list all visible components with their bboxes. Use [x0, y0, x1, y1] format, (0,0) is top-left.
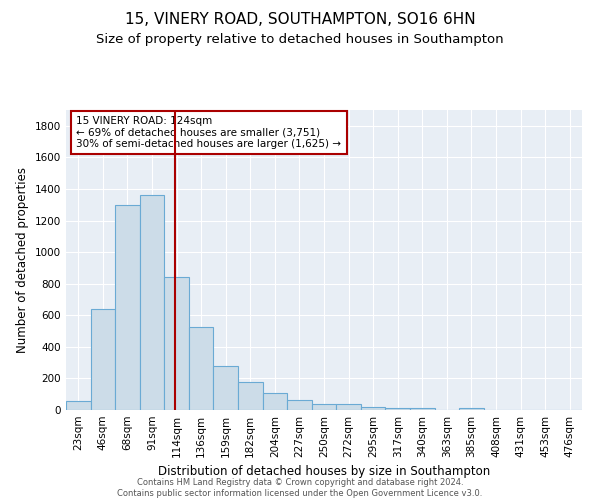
Bar: [263, 392, 287, 410]
Text: 15, VINERY ROAD, SOUTHAMPTON, SO16 6HN: 15, VINERY ROAD, SOUTHAMPTON, SO16 6HN: [125, 12, 475, 28]
Text: Size of property relative to detached houses in Southampton: Size of property relative to detached ho…: [96, 32, 504, 46]
Bar: [214, 366, 238, 410]
Bar: [336, 404, 361, 410]
Bar: [312, 404, 336, 410]
Text: Contains HM Land Registry data © Crown copyright and database right 2024.
Contai: Contains HM Land Registry data © Crown c…: [118, 478, 482, 498]
Bar: [287, 400, 312, 410]
Bar: [385, 408, 410, 410]
Bar: [140, 196, 164, 410]
Bar: [361, 406, 385, 410]
Text: 15 VINERY ROAD: 124sqm
← 69% of detached houses are smaller (3,751)
30% of semi-: 15 VINERY ROAD: 124sqm ← 69% of detached…: [76, 116, 341, 149]
Bar: [91, 309, 115, 410]
X-axis label: Distribution of detached houses by size in Southampton: Distribution of detached houses by size …: [158, 466, 490, 478]
Bar: [164, 278, 189, 410]
Bar: [238, 382, 263, 410]
Bar: [115, 204, 140, 410]
Y-axis label: Number of detached properties: Number of detached properties: [16, 167, 29, 353]
Bar: [66, 400, 91, 410]
Bar: [459, 408, 484, 410]
Bar: [410, 408, 434, 410]
Bar: [189, 327, 214, 410]
